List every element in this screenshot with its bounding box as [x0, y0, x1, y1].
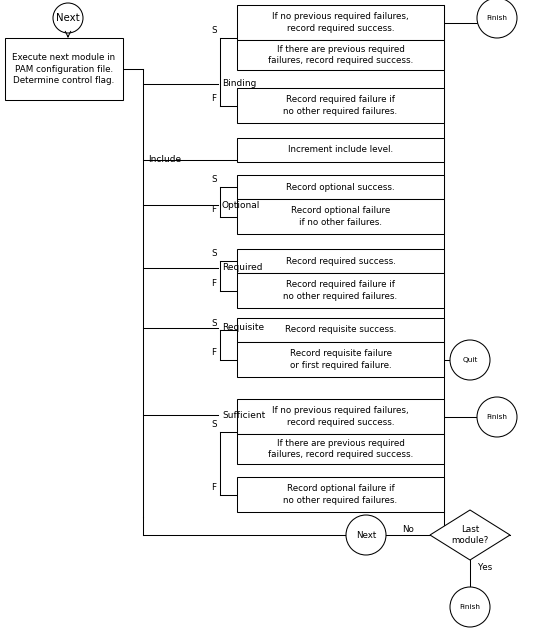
- FancyBboxPatch shape: [237, 434, 444, 464]
- Text: Execute next module in
PAM configuration file.
Determine control flag.: Execute next module in PAM configuration…: [12, 54, 115, 84]
- Text: Record requisite success.: Record requisite success.: [285, 326, 396, 335]
- FancyBboxPatch shape: [237, 138, 444, 162]
- Text: Record optional success.: Record optional success.: [286, 183, 395, 192]
- Circle shape: [477, 0, 517, 38]
- Text: S: S: [211, 420, 217, 429]
- Circle shape: [477, 397, 517, 437]
- Text: Record optional failure
if no other failures.: Record optional failure if no other fail…: [291, 207, 390, 227]
- Text: S: S: [211, 176, 217, 185]
- Text: Optional: Optional: [222, 200, 260, 210]
- Text: Include: Include: [148, 156, 181, 164]
- FancyBboxPatch shape: [237, 342, 444, 377]
- Text: F: F: [211, 279, 216, 288]
- Text: Requisite: Requisite: [222, 323, 264, 333]
- FancyBboxPatch shape: [237, 175, 444, 199]
- Circle shape: [53, 3, 83, 33]
- Text: F: F: [211, 348, 216, 357]
- Polygon shape: [430, 510, 510, 560]
- Text: Quit: Quit: [462, 357, 478, 363]
- Text: Finish: Finish: [487, 15, 507, 21]
- Text: If no previous required failures,
record required success.: If no previous required failures, record…: [272, 406, 409, 427]
- FancyBboxPatch shape: [237, 249, 444, 273]
- Text: Sufficient: Sufficient: [222, 411, 265, 420]
- FancyBboxPatch shape: [237, 477, 444, 512]
- Text: Finish: Finish: [460, 604, 481, 610]
- FancyBboxPatch shape: [237, 273, 444, 308]
- Text: S: S: [211, 26, 217, 35]
- Text: Last
module?: Last module?: [451, 525, 489, 545]
- Text: Next: Next: [356, 530, 376, 539]
- Text: Record requisite failure
or first required failure.: Record requisite failure or first requir…: [290, 350, 391, 370]
- Text: F: F: [211, 483, 216, 492]
- Text: Finish: Finish: [487, 414, 507, 420]
- FancyBboxPatch shape: [237, 88, 444, 123]
- Text: S: S: [211, 319, 217, 328]
- Text: F: F: [211, 94, 216, 103]
- FancyBboxPatch shape: [237, 199, 444, 234]
- FancyBboxPatch shape: [237, 318, 444, 342]
- FancyBboxPatch shape: [237, 399, 444, 434]
- Circle shape: [346, 515, 386, 555]
- Text: Next: Next: [56, 13, 80, 23]
- Text: Binding: Binding: [222, 79, 256, 88]
- Text: If there are previous required
failures, record required success.: If there are previous required failures,…: [268, 45, 413, 65]
- Circle shape: [450, 340, 490, 380]
- Text: No: No: [402, 525, 414, 534]
- Text: Record required success.: Record required success.: [286, 256, 395, 265]
- FancyBboxPatch shape: [237, 5, 444, 40]
- FancyBboxPatch shape: [237, 40, 444, 70]
- Text: Record required failure if
no other required failures.: Record required failure if no other requ…: [284, 96, 397, 115]
- Text: S: S: [211, 249, 217, 258]
- Text: Record optional failure if
no other required failures.: Record optional failure if no other requ…: [284, 484, 397, 505]
- Text: If no previous required failures,
record required success.: If no previous required failures, record…: [272, 13, 409, 33]
- FancyBboxPatch shape: [5, 38, 123, 100]
- Text: Increment include level.: Increment include level.: [288, 146, 393, 154]
- Circle shape: [450, 587, 490, 627]
- Text: F: F: [211, 205, 216, 214]
- Text: Required: Required: [222, 263, 263, 273]
- Text: Yes: Yes: [478, 563, 492, 573]
- Text: Record required failure if
no other required failures.: Record required failure if no other requ…: [284, 280, 397, 301]
- Text: If there are previous required
failures, record required success.: If there are previous required failures,…: [268, 439, 413, 459]
